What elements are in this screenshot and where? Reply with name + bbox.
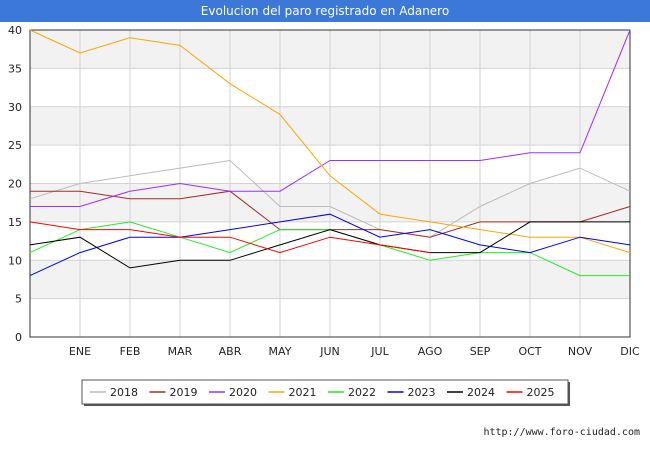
x-tick-label: NOV <box>568 345 593 358</box>
legend-label-2023: 2023 <box>408 386 436 399</box>
series-line-2021 <box>29 29 631 254</box>
x-tick-label: ABR <box>219 345 242 358</box>
series-line-2023 <box>29 213 631 277</box>
legend-label-2020: 2020 <box>229 386 257 399</box>
legend-label-2018: 2018 <box>110 386 138 399</box>
legend-label-2021: 2021 <box>289 386 317 399</box>
y-tick-label: 35 <box>8 62 22 75</box>
y-tick-label: 5 <box>15 293 22 306</box>
footer-url[interactable]: http://www.foro-ciudad.com <box>483 427 640 438</box>
y-tick-label: 30 <box>8 101 22 114</box>
x-tick-label: MAR <box>168 345 193 358</box>
series-line-2020 <box>30 29 631 207</box>
plot-frame <box>29 29 631 338</box>
x-tick-label: AGO <box>418 345 443 358</box>
x-tick-label: JUL <box>370 345 389 358</box>
legend-label-2022: 2022 <box>348 386 376 399</box>
x-tick-label: OCT <box>518 345 541 358</box>
y-tick-label: 15 <box>8 216 22 229</box>
legend-label-2019: 2019 <box>170 386 198 399</box>
x-tick-label: FEB <box>120 345 141 358</box>
y-tick-label: 10 <box>8 254 22 267</box>
legend-label-2025: 2025 <box>527 386 555 399</box>
y-tick-label: 0 <box>15 331 22 344</box>
x-tick-label: ENE <box>69 345 91 358</box>
x-tick-label: MAY <box>269 345 292 358</box>
x-tick-label: DIC <box>620 345 640 358</box>
y-tick-label: 40 <box>8 24 22 37</box>
x-tick-label: SEP <box>470 345 491 358</box>
x-tick-label: JUN <box>319 345 340 358</box>
chart-title: Evolucion del paro registrado en Adanero <box>0 0 650 22</box>
legend-label-2024: 2024 <box>467 386 495 399</box>
series-line-2018 <box>29 159 631 238</box>
series-line-2025 <box>29 221 431 254</box>
series-line-2024 <box>29 221 630 269</box>
y-tick-label: 20 <box>8 178 22 191</box>
y-tick-label: 25 <box>8 139 22 152</box>
